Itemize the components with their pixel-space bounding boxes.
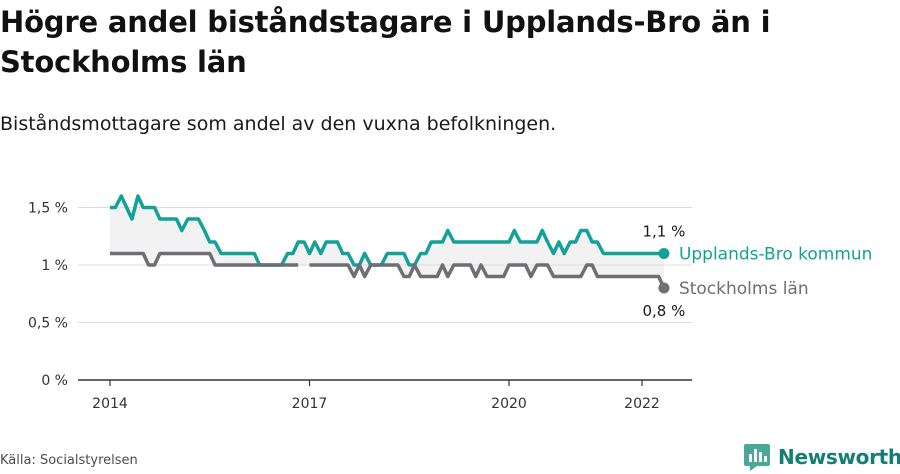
- x-tick-label: 2014: [92, 396, 128, 412]
- source-note: Källa: Socialstyrelsen: [0, 453, 138, 468]
- newsworthy-logo: Newsworthy: [744, 442, 900, 472]
- x-tick-label: 2017: [292, 396, 328, 412]
- y-tick-label: 1,5 %: [28, 201, 68, 217]
- series-end-dot: [658, 248, 670, 259]
- series-name-label: Upplands-Bro kommun: [679, 245, 873, 265]
- series-end-dot: [658, 282, 670, 294]
- brand-name: Newsworthy: [778, 445, 900, 469]
- y-tick-label: 1 %: [41, 258, 68, 274]
- series-value-label: 1,1 %: [642, 223, 685, 241]
- series-labels: Upplands-Bro kommun 1,1 % Stockholms län 0,…: [642, 223, 872, 321]
- y-tick-label: 0,5 %: [28, 316, 68, 332]
- x-tick-label: 2020: [491, 396, 527, 412]
- series-line: [110, 194, 664, 267]
- series-line: [110, 251, 299, 267]
- chart-title: Högre andel biståndstagare i Upplands-Br…: [0, 5, 771, 79]
- chart-subtitle: Biståndsmottagare som andel av den vuxna…: [0, 113, 557, 135]
- series-value-label: 0,8 %: [642, 302, 685, 320]
- x-tick-label: 2022: [624, 396, 660, 412]
- series-lines: [110, 194, 670, 294]
- y-axis-ticks: 0 % 0,5 % 1 % 1,5 %: [28, 201, 68, 390]
- series-line: [309, 263, 666, 289]
- series-name-label: Stockholms län: [679, 279, 809, 299]
- y-tick-label: 0 %: [41, 373, 68, 389]
- x-axis: 2014 2017 2020 2022: [78, 379, 692, 412]
- newsworthy-logo-icon: [744, 444, 770, 471]
